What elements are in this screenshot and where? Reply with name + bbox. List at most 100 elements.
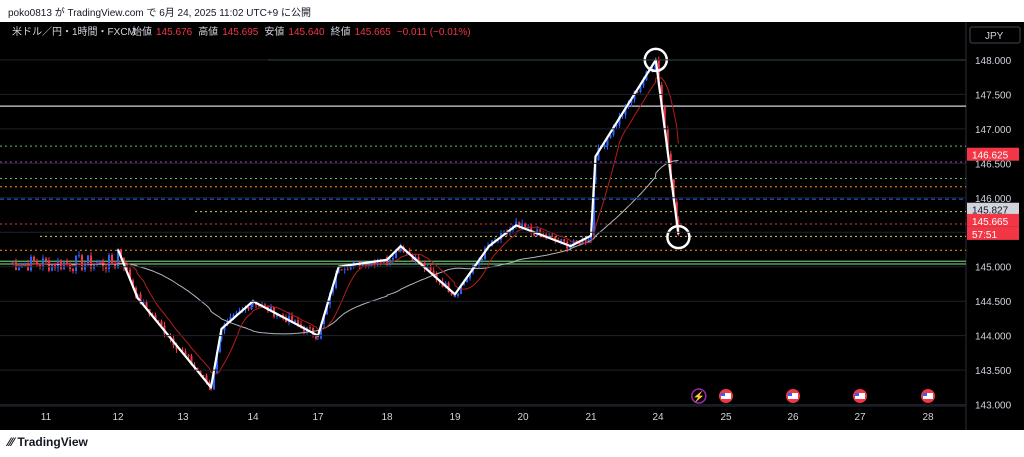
- candle-body: [352, 261, 355, 265]
- candle-body: [87, 255, 89, 265]
- candle-body: [426, 266, 429, 269]
- price-label-box: [967, 147, 1019, 161]
- price-chart[interactable]: 148.000147.500147.000146.500146.000145.5…: [0, 22, 1024, 430]
- brand-text: TradingView: [17, 435, 88, 449]
- candle-body: [157, 320, 160, 322]
- candle-body: [54, 263, 56, 268]
- us-flag-canton: [721, 393, 725, 396]
- candle-body: [181, 349, 184, 352]
- price-tick-label: 147.500: [975, 90, 1012, 101]
- candle-body: [258, 305, 260, 307]
- price-label-text: 57:51: [972, 230, 997, 241]
- candle-body: [481, 259, 483, 261]
- candle-body: [581, 238, 584, 245]
- candle-body: [30, 256, 32, 271]
- candle-body: [575, 240, 578, 242]
- us-flag-stripe: [923, 393, 933, 399]
- price-tick-label: 143.500: [975, 366, 1012, 377]
- candle-body: [117, 249, 119, 268]
- candle-body: [99, 260, 101, 263]
- candle-body: [264, 304, 266, 306]
- time-tick-label: 27: [854, 412, 866, 423]
- legend-value: 145.640: [288, 27, 325, 38]
- candle-body: [320, 323, 322, 339]
- candle-body: [563, 239, 566, 242]
- candle-body: [126, 267, 128, 270]
- price-tick-label: 143.000: [975, 401, 1012, 412]
- candle-body: [276, 315, 278, 317]
- legend-value: 145.665: [355, 27, 392, 38]
- candle-body: [69, 263, 71, 269]
- price-tick-label: 144.000: [975, 332, 1012, 343]
- candle-body: [129, 269, 131, 281]
- time-tick-label: 21: [585, 412, 597, 423]
- candle-body: [466, 278, 468, 283]
- currency-button[interactable]: [969, 26, 1021, 44]
- zigzag-pattern-line: [116, 58, 680, 389]
- footer: ⁄⁄⁄ TradingView: [0, 430, 1024, 457]
- candle-body: [663, 106, 666, 130]
- us-flag-canton: [855, 393, 859, 396]
- candle-body: [111, 254, 113, 265]
- candle-body: [590, 235, 592, 240]
- candle-body: [48, 260, 50, 271]
- candle-body: [527, 227, 530, 229]
- candle-body: [621, 114, 624, 117]
- publish-credit: poko0813 が TradingView.com で 6月 24, 2025…: [8, 8, 312, 19]
- lightning-glyph: ⚡: [693, 390, 705, 403]
- candle-body: [669, 153, 672, 180]
- candle-body: [606, 138, 609, 146]
- candle-body: [75, 255, 77, 272]
- legend-value: 145.676: [156, 27, 193, 38]
- candle-body: [593, 183, 595, 236]
- candle-body: [229, 317, 232, 321]
- candle-body: [120, 249, 122, 259]
- candle-body: [584, 238, 587, 242]
- time-tick-label: 19: [449, 412, 461, 423]
- candle-body: [398, 249, 400, 252]
- price-tick-label: 146.000: [975, 194, 1012, 205]
- time-axis: 11 12 13 14 17 18 19 20 21 24 25 26 27 28: [41, 412, 934, 423]
- candle-body: [392, 257, 394, 260]
- candle-body: [657, 60, 660, 86]
- candle-body: [548, 235, 551, 238]
- candle-body: [252, 302, 254, 304]
- economic-events: ⚡: [691, 388, 935, 404]
- candle-body: [187, 355, 190, 357]
- candle-body: [612, 126, 615, 136]
- candle-body: [618, 116, 621, 126]
- candle-body: [63, 262, 65, 270]
- currency-label: JPY: [985, 31, 1004, 42]
- time-tick-label: 18: [381, 412, 393, 423]
- price-tick-label: 148.000: [975, 56, 1012, 67]
- candle-body: [335, 272, 337, 288]
- candle-body: [270, 306, 272, 312]
- candle-body: [309, 327, 311, 329]
- candle-body: [615, 125, 618, 127]
- candle-body: [247, 307, 250, 310]
- candle-body: [202, 375, 205, 377]
- candle-body: [642, 80, 645, 86]
- candle-body: [551, 235, 554, 237]
- candle-body: [364, 263, 367, 267]
- candle-body: [609, 135, 612, 139]
- candle-body: [361, 263, 364, 267]
- candle-body: [399, 246, 402, 252]
- candle-body: [216, 351, 218, 373]
- candle-body: [454, 295, 456, 297]
- candle-body: [530, 227, 533, 232]
- candle-body: [382, 262, 385, 264]
- horizontal-levels: [0, 59, 966, 265]
- candle-body: [636, 91, 639, 93]
- candle-body: [597, 147, 600, 161]
- candle-body: [340, 269, 343, 271]
- candle-body: [213, 372, 215, 390]
- legend-value: −0.011 (−0.01%): [397, 27, 471, 38]
- candle-body: [587, 239, 590, 242]
- price-label-text: 145.665: [972, 217, 1009, 228]
- time-tick-label: 20: [517, 412, 529, 423]
- candle-body: [72, 268, 74, 272]
- candle-body: [423, 262, 426, 269]
- candle-body: [315, 334, 317, 339]
- price-axis: 148.000147.500147.000146.500146.000145.5…: [0, 56, 1012, 412]
